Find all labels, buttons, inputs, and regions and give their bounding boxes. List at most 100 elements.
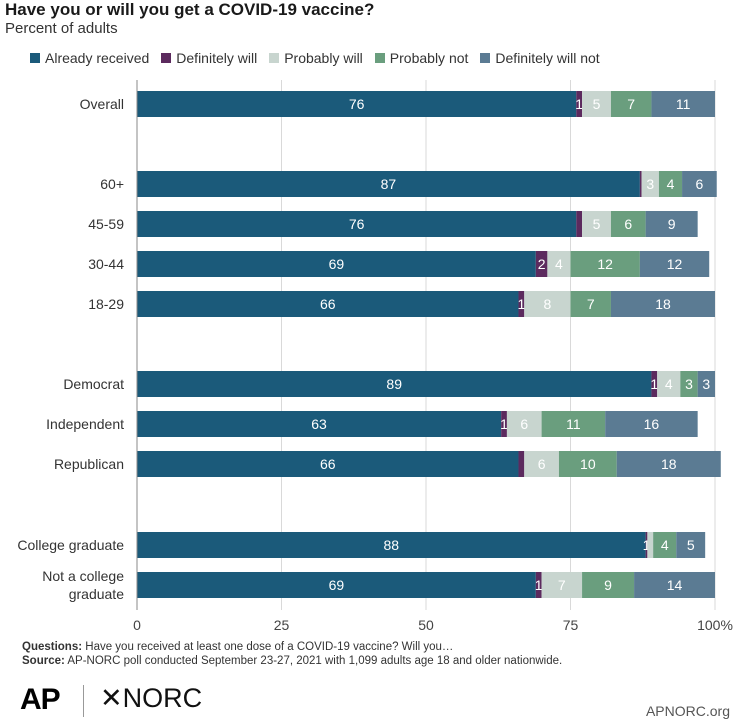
ap-logo: AP xyxy=(20,683,61,716)
bar-value-label: 6 xyxy=(624,216,632,232)
bar-value-label: 4 xyxy=(665,376,673,392)
bar-value-label: 4 xyxy=(661,537,669,553)
bar-value-label: 3 xyxy=(646,176,654,192)
bar-value-label: 18 xyxy=(655,296,671,312)
bar-value-label: 66 xyxy=(320,296,336,312)
source-note: Source: AP-NORC poll conducted September… xyxy=(22,654,562,668)
chart-title: Have you or will you get a COVID-19 vacc… xyxy=(5,0,375,19)
bar-value-label: 9 xyxy=(668,216,676,232)
bar-segment xyxy=(541,572,583,598)
category-label: Democrat xyxy=(63,376,124,392)
bar-segment xyxy=(570,291,611,317)
questions-text: Have you received at least one dose of a… xyxy=(82,641,454,653)
bar-segment xyxy=(639,171,642,197)
bar-value-label: 14 xyxy=(667,577,683,593)
bar-segment xyxy=(645,211,698,237)
bar-value-label: 4 xyxy=(667,176,675,192)
legend-label: Definitely will not xyxy=(495,50,600,66)
bar-value-label: 8 xyxy=(543,296,551,312)
legend-item-already-received: Already received xyxy=(30,50,149,66)
bar-value-label: 6 xyxy=(538,456,546,472)
legend-label: Already received xyxy=(45,50,150,66)
bar-segment xyxy=(582,91,611,117)
bar-segment xyxy=(651,91,715,117)
bar-value-label: 10 xyxy=(580,456,596,472)
bar-segment xyxy=(576,91,583,117)
bar-segment xyxy=(524,291,571,317)
source-label: Source: xyxy=(22,655,65,667)
logo-divider xyxy=(83,685,84,717)
bar-segment xyxy=(137,171,640,197)
legend-swatch xyxy=(30,53,40,63)
bar-value-label: 2 xyxy=(538,256,546,272)
bar-segment xyxy=(137,451,519,477)
legend-swatch xyxy=(480,53,491,63)
category-label: 45-59 xyxy=(88,216,124,232)
bar-segment xyxy=(518,451,525,477)
questions-label: Questions: xyxy=(22,641,83,653)
legend-swatch xyxy=(374,53,385,63)
bar-value-label: 18 xyxy=(661,456,677,472)
legend-label: Definitely will xyxy=(176,50,258,66)
bar-value-label: 9 xyxy=(604,577,612,593)
x-tick-label: 100% xyxy=(697,617,733,633)
bar-segment xyxy=(697,371,715,397)
bar-segment xyxy=(676,532,706,558)
site-link[interactable]: APNORC.org xyxy=(645,703,730,719)
legend-item-probably-will-not: Probably not xyxy=(374,50,469,66)
bar-segment xyxy=(641,171,659,197)
category-label: Independent xyxy=(46,416,124,432)
chart-notes: Questions: Have you received at least on… xyxy=(22,640,562,668)
bar-segment xyxy=(657,371,681,397)
bar-segment xyxy=(541,411,606,437)
bar-value-label: 12 xyxy=(597,256,613,272)
bar-value-label: 1 xyxy=(643,537,651,553)
bar-value-label: 3 xyxy=(702,376,710,392)
bar-value-label: 1 xyxy=(575,96,583,112)
bar-value-label: 5 xyxy=(593,216,601,232)
bar-segment xyxy=(634,572,715,598)
bar-value-label: 76 xyxy=(349,216,365,232)
bar-segment xyxy=(137,211,577,237)
bar-value-label: 69 xyxy=(329,577,345,593)
x-tick-label: 75 xyxy=(563,617,579,633)
bar-segment xyxy=(137,291,519,317)
bar-value-label: 69 xyxy=(329,256,345,272)
bar-segment xyxy=(610,211,646,237)
category-label: College graduate xyxy=(17,537,124,553)
bar-value-label: 89 xyxy=(386,376,402,392)
bar-segment xyxy=(645,532,648,558)
legend-item-definitely-will: Definitely will xyxy=(161,50,257,66)
bar-segment xyxy=(605,411,698,437)
bar-segment xyxy=(610,291,715,317)
bar-segment xyxy=(576,211,583,237)
bar-value-label: 12 xyxy=(667,256,683,272)
source-text: AP-NORC poll conducted September 23-27, … xyxy=(64,655,563,667)
legend-swatch xyxy=(269,53,280,63)
bar-segment xyxy=(658,171,683,197)
bar-segment xyxy=(137,91,577,117)
legend-label: Probably not xyxy=(389,50,469,66)
category-label: Overall xyxy=(80,96,124,112)
bar-segment xyxy=(535,572,542,598)
category-label: Not a college xyxy=(42,568,124,584)
bar-value-label: 3 xyxy=(685,376,693,392)
bar-value-label: 11 xyxy=(566,416,581,432)
bar-value-label: 63 xyxy=(311,416,327,432)
bar-segment xyxy=(518,291,525,317)
bar-value-label: 5 xyxy=(687,537,695,553)
norc-logo: ✕NORC xyxy=(100,683,203,713)
bar-segment xyxy=(535,251,548,277)
bar-segment xyxy=(137,572,536,598)
bar-segment xyxy=(547,251,571,277)
bar-value-label: 1 xyxy=(500,416,508,432)
footer: AP ✕NORC APNORC.org xyxy=(0,675,746,720)
chart-subtitle: Percent of adults xyxy=(5,20,118,37)
bar-segment xyxy=(680,371,698,397)
x-tick-label: 25 xyxy=(274,617,290,633)
bar-segment xyxy=(616,451,721,477)
bar-segment xyxy=(639,251,710,277)
bar-segment xyxy=(570,251,640,277)
bar-value-label: 88 xyxy=(384,537,400,553)
